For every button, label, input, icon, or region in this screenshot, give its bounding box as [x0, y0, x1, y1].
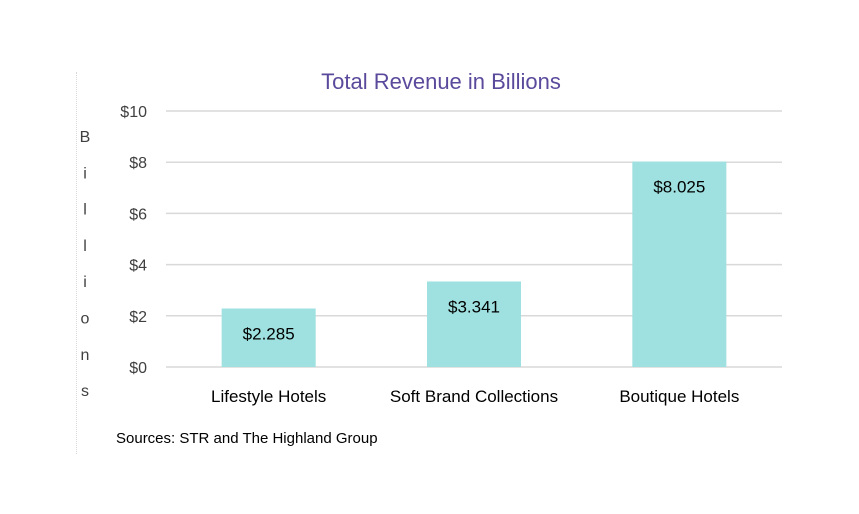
data-label: $3.341 — [448, 297, 500, 316]
bars — [221, 161, 727, 367]
y-tick-label: $0 — [129, 360, 147, 377]
bar-lifestyle-hotels — [221, 308, 316, 367]
category-label: Boutique Hotels — [619, 387, 739, 406]
y-axis-label: Bi l l i o n s — [80, 129, 91, 400]
y-axis-ticks: $0 $2 $4 $6 $8 $10 — [120, 104, 147, 377]
y-tick-label: $4 — [129, 258, 147, 275]
y-axis-label-letter: B — [80, 129, 91, 146]
y-tick-label: $10 — [120, 104, 147, 121]
bar-soft-brand-collections — [427, 281, 521, 367]
y-tick-label: $6 — [129, 206, 147, 223]
y-axis-label-letter: i — [83, 165, 87, 182]
category-label: Lifestyle Hotels — [211, 387, 326, 406]
source-note: Sources: STR and The Highland Group — [116, 430, 378, 447]
data-label: $8.025 — [653, 178, 705, 197]
y-tick-label: $8 — [129, 155, 147, 172]
y-axis-label-letter: i — [83, 274, 87, 291]
data-label: $2.285 — [243, 325, 295, 344]
y-axis-label-letter: l — [83, 238, 87, 255]
chart-title: Total Revenue in Billions — [321, 69, 561, 94]
data-labels: $2.285 $3.341 $8.025 — [243, 178, 706, 344]
y-axis-label-letter: n — [81, 347, 90, 364]
frame-guide — [76, 72, 77, 454]
category-labels: Lifestyle Hotels Soft Brand Collections Bo… — [211, 387, 739, 406]
y-axis-label-letter: o — [81, 311, 90, 328]
y-axis-label-letter: l — [83, 202, 87, 219]
y-axis-label-letter: s — [81, 383, 89, 400]
category-label: Soft Brand Collections — [390, 387, 558, 406]
bar-boutique-hotels — [632, 161, 727, 367]
y-tick-label: $2 — [129, 309, 147, 326]
